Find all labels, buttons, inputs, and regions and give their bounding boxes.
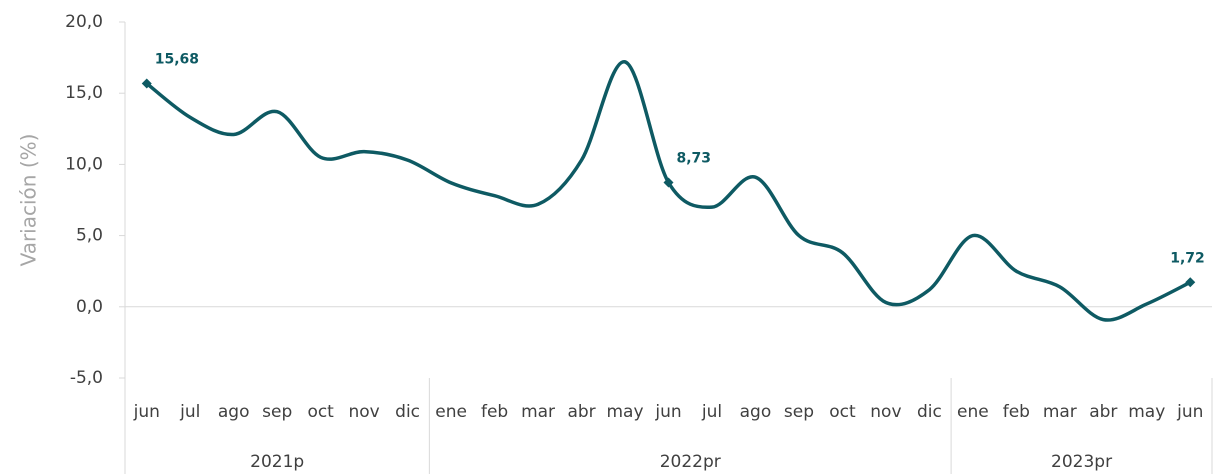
x-tick-label: ago: [218, 402, 250, 422]
x-tick-label: nov: [349, 402, 380, 422]
y-tick-label: 10,0: [65, 154, 103, 174]
x-tick-label: may: [606, 402, 643, 422]
x-tick-label: jul: [701, 402, 722, 422]
x-tick-label: sep: [262, 402, 292, 422]
x-tick-label: abr: [567, 402, 595, 422]
y-tick-label: -5,0: [70, 368, 103, 388]
marker: [1185, 277, 1196, 288]
x-tick-label: dic: [395, 402, 420, 422]
group-label: 2022pr: [660, 452, 721, 472]
marker: [141, 78, 152, 89]
x-tick-label: jul: [179, 402, 200, 422]
y-tick-label: 5,0: [76, 226, 103, 246]
group-label: 2021p: [250, 452, 304, 472]
x-tick-label: jun: [654, 402, 681, 422]
x-tick-label: mar: [521, 402, 555, 422]
data-label: 1,72: [1170, 250, 1205, 266]
x-tick-label: oct: [307, 402, 334, 422]
x-tick-label: ene: [957, 402, 989, 422]
marker: [663, 177, 674, 188]
line: [145, 60, 1192, 322]
y-axis-title: Variación (%): [17, 134, 41, 267]
x-tick-label: mar: [1043, 402, 1077, 422]
x-tick-label: may: [1128, 402, 1165, 422]
x-tick-label: feb: [481, 402, 508, 422]
y-tick-label: 0,0: [76, 297, 103, 317]
x-tick-label: oct: [829, 402, 856, 422]
data-label: 8,73: [677, 150, 712, 166]
x-tick-label: jun: [133, 402, 160, 422]
y-tick-label: 20,0: [65, 12, 103, 32]
x-tick-label: sep: [784, 402, 814, 422]
x-tick-label: ago: [740, 402, 772, 422]
x-tick-label: abr: [1089, 402, 1117, 422]
x-tick-label: nov: [870, 402, 901, 422]
group-label: 2023pr: [1051, 452, 1112, 472]
x-tick-label: feb: [1003, 402, 1030, 422]
x-tick-label: ene: [435, 402, 467, 422]
data-label: 15,68: [155, 52, 199, 68]
x-tick-label: jun: [1176, 402, 1203, 422]
y-tick-label: 15,0: [65, 83, 103, 103]
x-tick-label: dic: [917, 402, 942, 422]
